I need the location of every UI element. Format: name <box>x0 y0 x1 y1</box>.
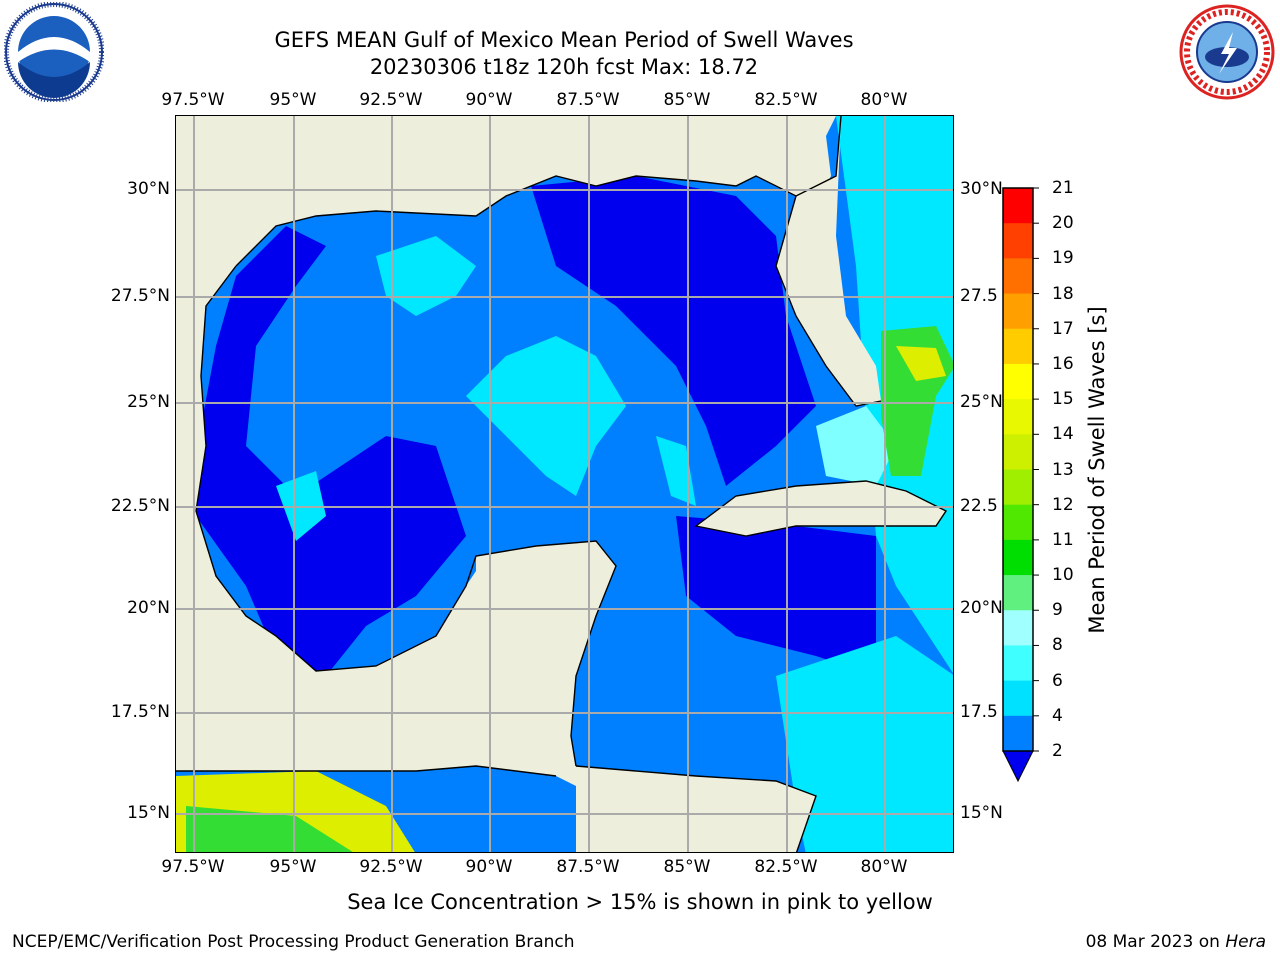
colorbar-tick-label: 2 <box>1052 741 1063 761</box>
lon-tick-bottom: 92.5°W <box>359 857 423 877</box>
sea-region-dark <box>676 516 876 676</box>
date-stamp: 08 Mar 2023 on Hera <box>1085 932 1266 952</box>
swell-period-map <box>176 116 953 852</box>
lon-tick-top: 85°W <box>663 90 711 110</box>
lon-tick-bottom: 80°W <box>860 857 908 877</box>
colorbar-tick-label: 4 <box>1052 705 1063 726</box>
lon-tick-top: 82.5°W <box>754 90 818 110</box>
lat-tick-left: 25°N <box>127 392 170 412</box>
map-title: GEFS MEAN Gulf of Mexico Mean Period of … <box>274 28 854 52</box>
coastline <box>195 265 617 767</box>
colorbar-swatch <box>1003 715 1033 752</box>
map-subtitle: 20230306 t18z 120h fcst Max: 18.72 <box>369 55 759 79</box>
sea-region-dark <box>196 226 466 676</box>
lon-tick-bottom: 97.5°W <box>161 857 225 877</box>
sea-region-yellow <box>896 346 946 381</box>
coastline <box>694 480 948 537</box>
colorbar-title: Mean Period of Swell Waves [s] <box>1085 306 1109 634</box>
colorbar-swatch <box>1003 504 1033 541</box>
land-cuba <box>696 481 946 536</box>
colorbar-tick-label: 13 <box>1052 459 1074 480</box>
sea-region-green <box>186 806 353 852</box>
lon-tick-bottom: 85°W <box>663 857 711 877</box>
credit-text: NCEP/EMC/Verification Post Processing Pr… <box>12 932 575 952</box>
colorbar-swatch <box>1003 363 1033 400</box>
lat-tick-right: 15°N <box>960 803 1003 823</box>
coastline <box>575 765 817 852</box>
lat-tick-left: 30°N <box>127 179 170 199</box>
sea-region-cyan <box>776 636 953 852</box>
colorbar-tick-label: 10 <box>1052 565 1074 586</box>
colorbar-tick-label: 16 <box>1052 353 1074 374</box>
land-yucatan <box>476 541 616 756</box>
lat-tick-right: 27.5 <box>960 286 998 306</box>
colorbar-tick-label: 8 <box>1052 635 1063 656</box>
map-panel <box>175 115 954 853</box>
colorbar-swatch <box>1003 539 1033 576</box>
lon-tick-top: 92.5°W <box>359 90 423 110</box>
nws-logo <box>1179 4 1275 100</box>
colorbar-tick-label: 18 <box>1052 283 1074 304</box>
lat-tick-right: 17.5 <box>960 702 998 722</box>
colorbar-swatch <box>1003 293 1033 330</box>
host-name: Hera <box>1225 932 1266 952</box>
colorbar-tick-label: 15 <box>1052 389 1074 410</box>
land-florida <box>776 116 881 406</box>
graticule <box>176 116 953 852</box>
lon-tick-bottom: 87.5°W <box>556 857 620 877</box>
lat-tick-left: 27.5°N <box>110 286 170 306</box>
colorbar-tick-label: 17 <box>1052 318 1074 339</box>
sea-region-light <box>816 406 896 486</box>
colorbar-tick-label: 11 <box>1052 529 1074 550</box>
lon-tick-top: 95°W <box>269 90 317 110</box>
colorbar-swatch <box>1003 434 1033 470</box>
coastline <box>176 765 557 777</box>
sea-region-dark <box>531 176 816 486</box>
lat-tick-right: 25°N <box>960 392 1003 412</box>
land-honduras <box>576 766 816 852</box>
lat-tick-right: 22.5 <box>960 496 998 516</box>
lat-tick-left: 22.5°N <box>110 496 170 516</box>
colorbar-swatch <box>1003 188 1033 224</box>
colorbar-tick-label: 12 <box>1052 494 1074 515</box>
lon-tick-top: 97.5°W <box>161 90 225 110</box>
colorbar-tick-label: 19 <box>1052 248 1074 269</box>
colorbar-tick-label: 14 <box>1052 424 1074 445</box>
lon-tick-top: 87.5°W <box>556 90 620 110</box>
colorbar <box>1002 187 1039 783</box>
colorbar-tick-label: 20 <box>1052 213 1074 234</box>
lat-tick-left: 15°N <box>127 803 170 823</box>
noaa-logo <box>4 2 104 102</box>
colorbar-swatch <box>1003 610 1033 646</box>
lat-tick-right: 20°N <box>960 598 1003 618</box>
lon-tick-top: 90°W <box>465 90 513 110</box>
coastline <box>775 195 882 407</box>
lon-tick-bottom: 82.5°W <box>754 857 818 877</box>
sea-ice-note: Sea Ice Concentration > 15% is shown in … <box>347 890 933 914</box>
colorbar-swatch <box>1003 223 1033 259</box>
colorbar-swatch <box>1003 258 1033 295</box>
lon-tick-top: 80°W <box>860 90 908 110</box>
lon-tick-bottom: 95°W <box>269 857 317 877</box>
lat-tick-left: 17.5°N <box>110 702 170 722</box>
colorbar-tick-label: 6 <box>1052 670 1063 691</box>
colorbar-swatch <box>1003 469 1033 506</box>
sea-region-cyan <box>466 336 626 496</box>
colorbar-tick-label: 9 <box>1052 600 1063 621</box>
colorbar-extend-arrow <box>1002 750 1034 783</box>
lat-tick-left: 20°N <box>127 598 170 618</box>
lat-tick-right: 30°N <box>960 179 1003 199</box>
colorbar-swatch <box>1003 399 1033 435</box>
colorbar-swatch <box>1003 328 1033 365</box>
lon-tick-bottom: 90°W <box>465 857 513 877</box>
colorbar-swatch <box>1003 680 1033 717</box>
colorbar-swatch <box>1003 575 1033 611</box>
colorbar-tick-label: 21 <box>1052 178 1074 198</box>
colorbar-swatch <box>1003 645 1033 682</box>
sea-region-cyan <box>656 436 696 506</box>
